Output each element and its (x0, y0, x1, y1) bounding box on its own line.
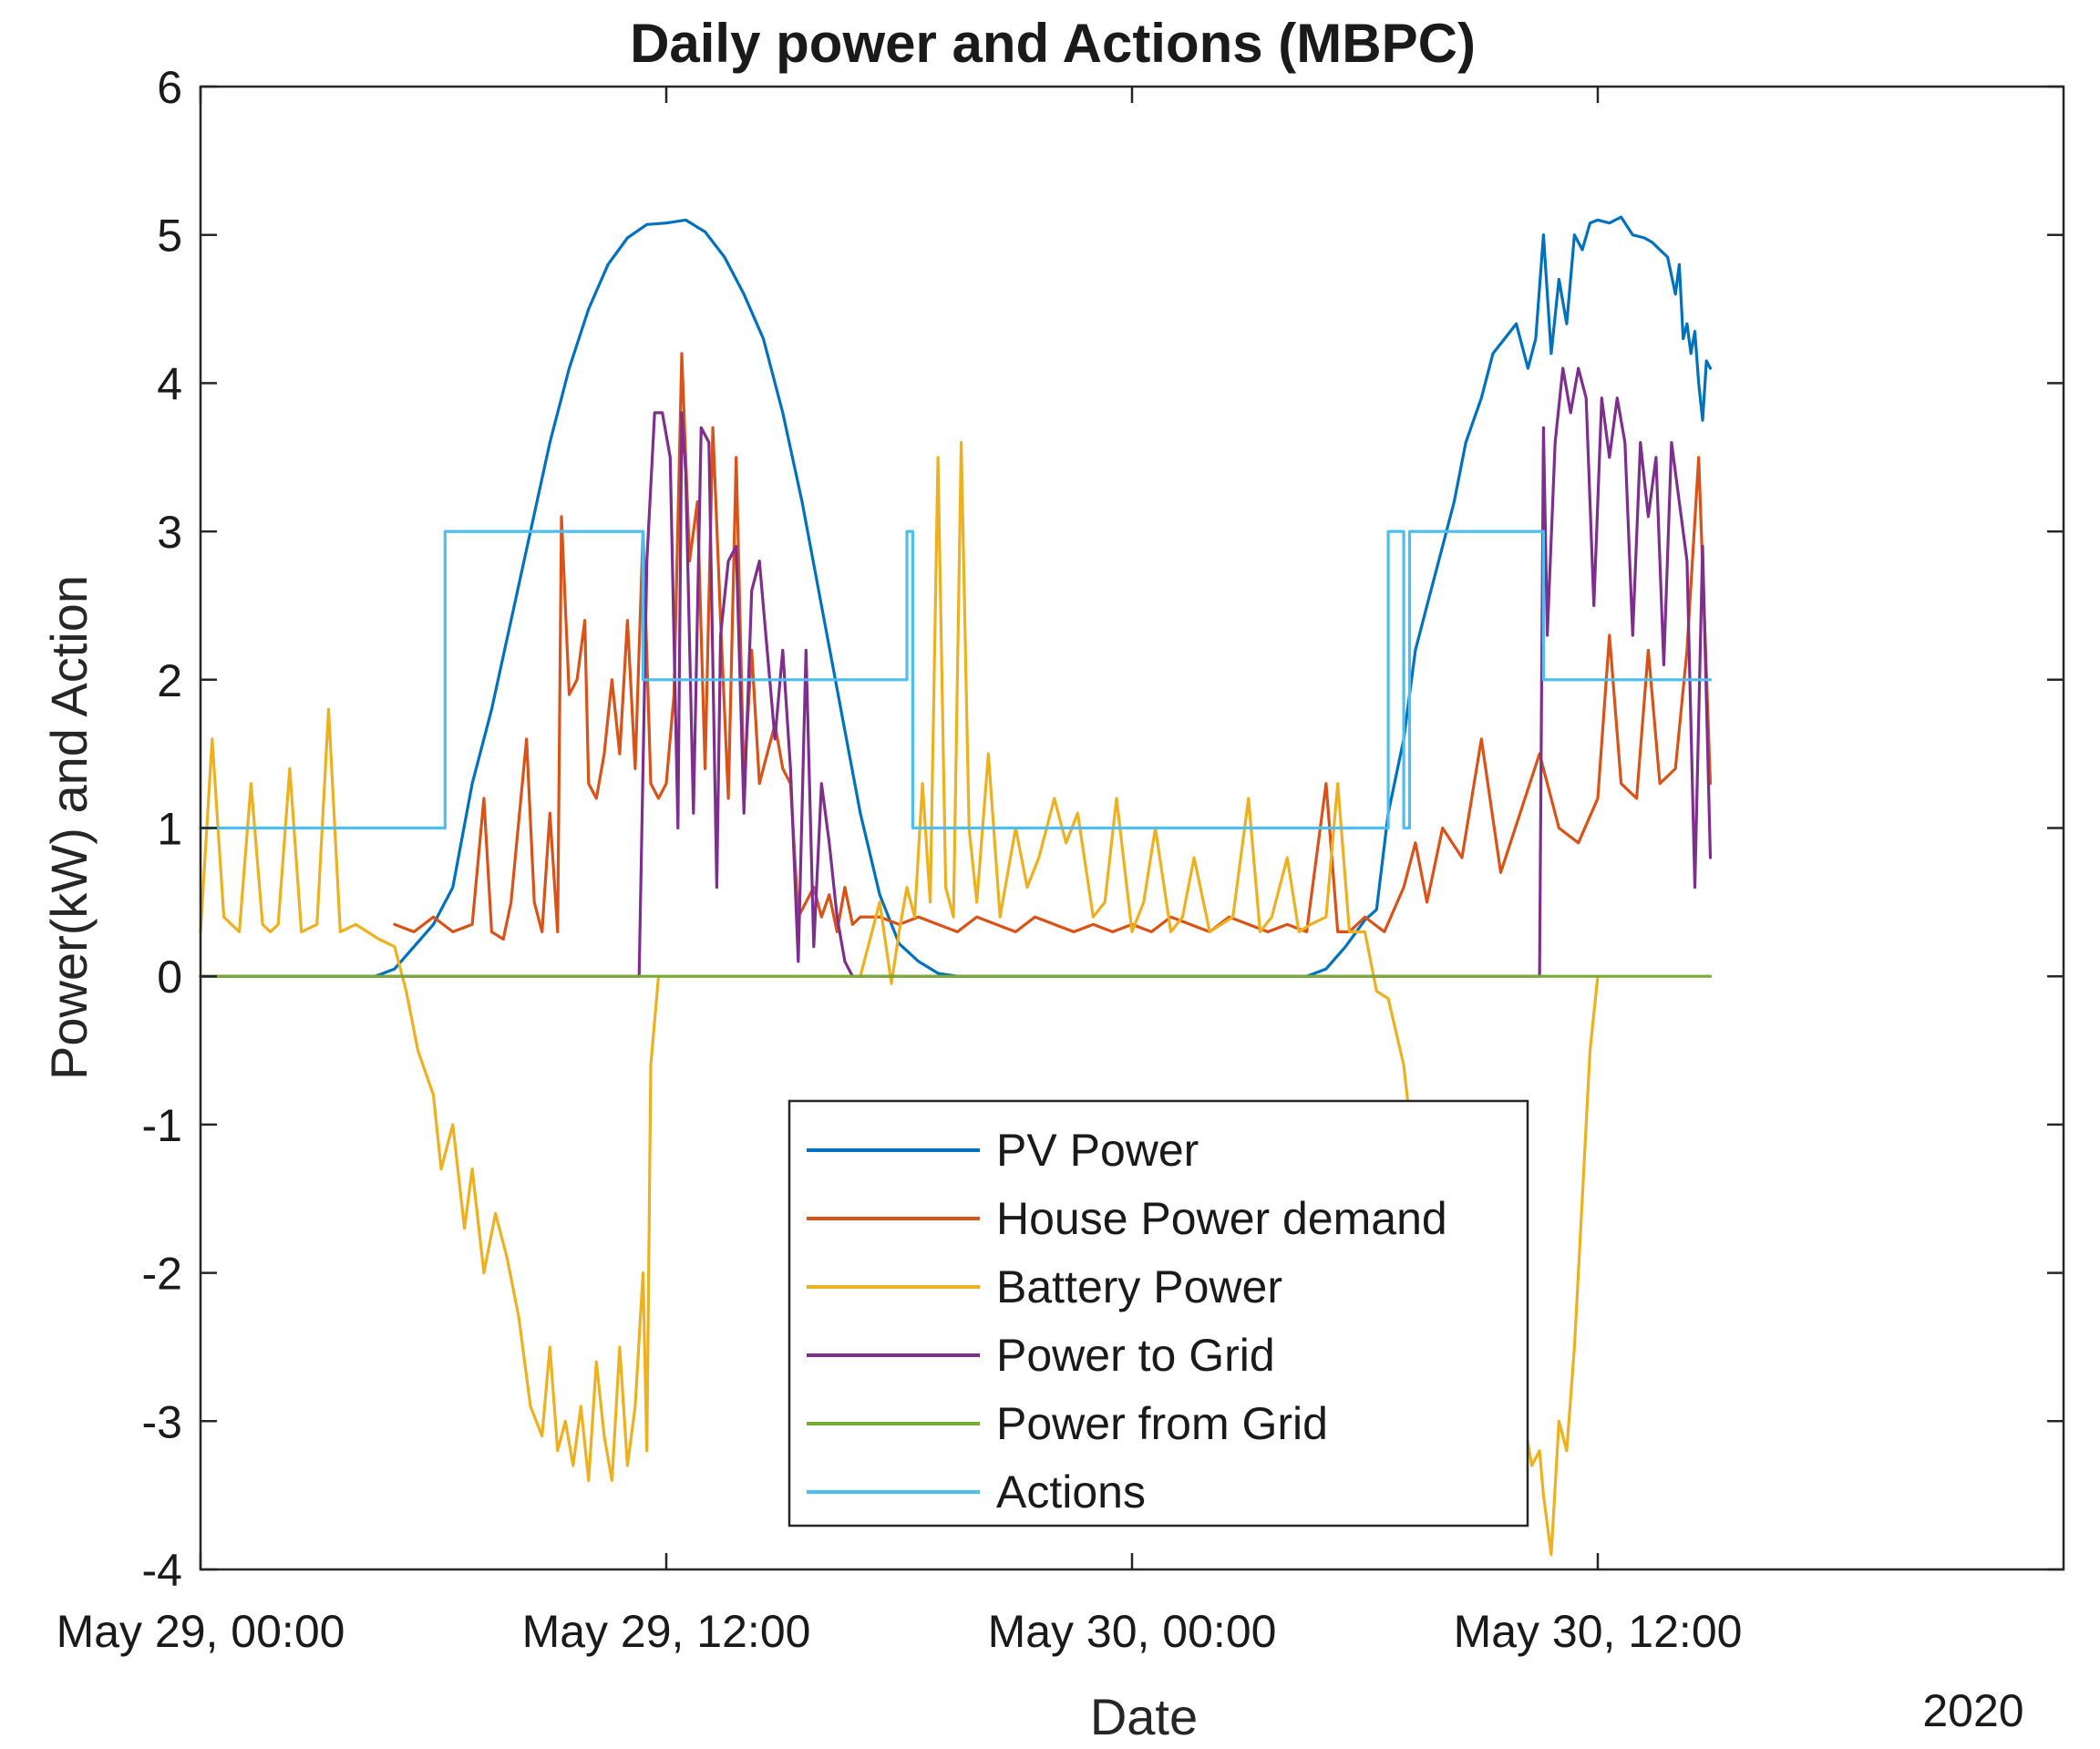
legend-entry-label: Power to Grid (996, 1330, 1275, 1381)
y-tick-label: 3 (157, 507, 182, 558)
chart-title: Daily power and Actions (MBPC) (630, 13, 1476, 74)
legend-entry-label: PV Power (996, 1125, 1199, 1176)
x-axis-year-label: 2020 (1922, 1685, 2023, 1736)
y-tick-label: -4 (142, 1545, 182, 1596)
y-tick-label: 0 (157, 952, 182, 1003)
legend-entry-label: Actions (996, 1466, 1146, 1518)
series-layer (199, 215, 1713, 1557)
legend-entry-label: Battery Power (996, 1261, 1282, 1312)
legend-entry-label: Power from Grid (996, 1398, 1328, 1449)
x-tick-label: May 30, 00:00 (988, 1606, 1277, 1657)
x-tick-label: May 29, 00:00 (57, 1606, 345, 1657)
y-tick-label: -2 (142, 1249, 182, 1300)
series-actions-line (199, 530, 1713, 830)
legend-entry-label: House Power demand (996, 1193, 1447, 1244)
x-axis: May 29, 00:00 May 29, 12:00 May 30, 00:00 M… (57, 87, 1743, 1657)
x-axis-label: Date (1090, 1688, 1198, 1745)
legend-box (788, 1099, 1529, 1528)
y-tick-label: -1 (142, 1100, 182, 1151)
series-pv-power-line (199, 215, 1713, 978)
y-tick-label: 6 (157, 62, 182, 113)
x-tick-label: May 29, 12:00 (522, 1606, 811, 1657)
y-tick-label: 5 (157, 211, 182, 262)
y-tick-label: 1 (157, 804, 182, 855)
legend: PV Power House Power demand Battery Power P… (788, 1099, 1529, 1528)
y-axis-label: Power(kW) and Action (40, 575, 98, 1080)
x-tick-label: May 30, 12:00 (1454, 1606, 1743, 1657)
y-tick-label: -3 (142, 1396, 182, 1447)
y-tick-label: 4 (157, 358, 182, 409)
series-house-power-demand-line (393, 352, 1713, 941)
y-tick-label: 2 (157, 655, 182, 706)
y-axis: -4 -3 -2 -1 0 1 2 3 4 5 6 (142, 62, 2064, 1596)
